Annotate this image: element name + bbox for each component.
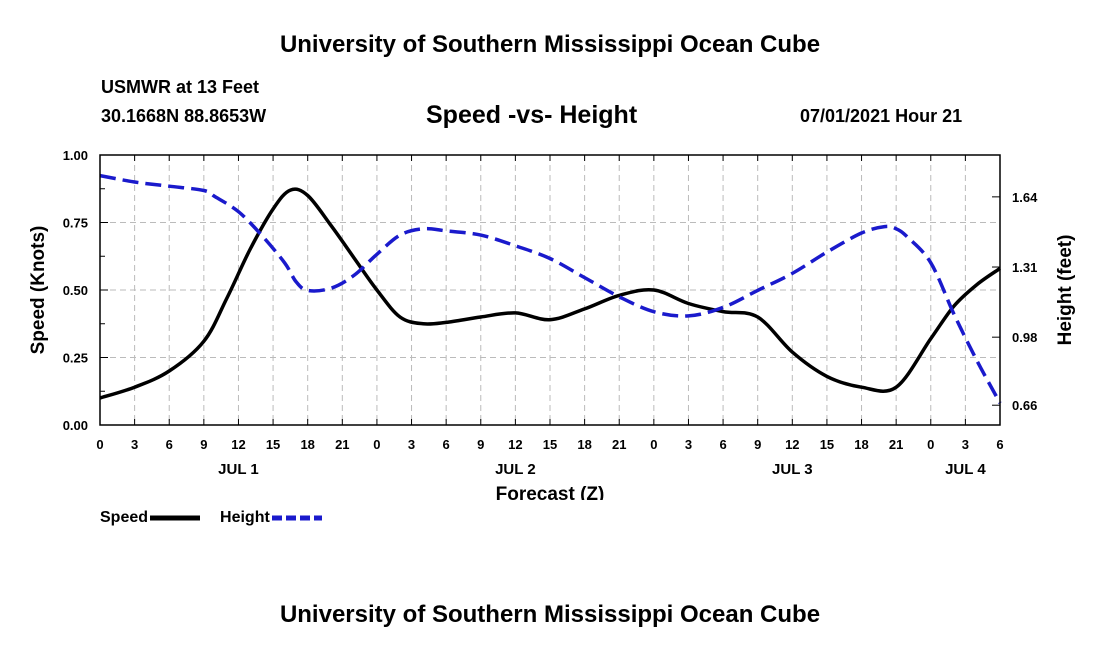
x-tick-label: 6 — [166, 437, 173, 452]
y-tick-label: 0.00 — [63, 418, 88, 433]
x-tick-label: 18 — [300, 437, 314, 452]
legend-height-swatch — [271, 515, 322, 521]
x-tick-label: 6 — [996, 437, 1003, 452]
x-tick-label: 21 — [335, 437, 349, 452]
grid-lines — [100, 155, 1000, 425]
y2-tick-label: 0.66 — [1012, 398, 1037, 413]
x-tick-label: 6 — [719, 437, 726, 452]
y2-axis-label: Height (feet) — [1055, 235, 1076, 346]
y2-tick-label: 1.31 — [1012, 260, 1037, 275]
x-tick-label: 6 — [443, 437, 450, 452]
legend: Speed Height — [100, 509, 342, 527]
speed-height-chart: 0 3 6 9 12 15 18 21 0 3 6 9 12 15 18 21 0 3 6 9 12 15 18 21 0 3 6 0… — [28, 148, 1076, 500]
y2-tick-label: 0.98 — [1012, 330, 1037, 345]
y-axis-label: Speed (Knots) — [28, 226, 49, 355]
x-tick-label: 15 — [820, 437, 834, 452]
axis-ticks: 0 3 6 9 12 15 18 21 0 3 6 9 12 15 18 21 0 3 6 9 12 15 18 21 0 3 6 0… — [63, 148, 1038, 478]
series-line-speed — [99, 187, 1002, 400]
x-tick-label: 15 — [543, 437, 557, 452]
day-label: JUL 3 — [772, 461, 813, 478]
page-title-top: University of Southern Mississippi Ocean… — [279, 31, 821, 58]
series-line-height — [99, 173, 1002, 404]
station-label: USMWR at 13 Feet — [101, 77, 260, 97]
x-tick-label: 0 — [96, 437, 103, 452]
x-axis-label: Forecast (Z) — [496, 484, 605, 500]
x-tick-label: 0 — [373, 437, 380, 452]
page-title-bottom: University of Southern Mississippi Ocean… — [279, 601, 821, 628]
station-coordinates: 30.1668N 88.8653W — [101, 106, 267, 126]
x-tick-label: 9 — [200, 437, 207, 452]
y-tick-label: 0.50 — [63, 283, 88, 298]
x-tick-label: 18 — [577, 437, 591, 452]
chart-title: Speed -vs- Height — [426, 101, 638, 129]
legend-speed-swatch — [150, 515, 201, 521]
legend-item-speed: Speed — [100, 509, 202, 527]
day-label: JUL 1 — [218, 461, 259, 478]
x-tick-label: 0 — [927, 437, 934, 452]
x-tick-label: 9 — [477, 437, 484, 452]
legend-speed-label: Speed — [100, 509, 149, 526]
y-tick-label: 0.75 — [63, 216, 88, 231]
x-tick-label: 3 — [685, 437, 692, 452]
day-label: JUL 2 — [495, 461, 536, 478]
legend-item-height: Height — [220, 509, 324, 527]
legend-height-label: Height — [220, 509, 270, 526]
x-tick-label: 9 — [754, 437, 761, 452]
x-tick-label: 3 — [131, 437, 138, 452]
x-tick-label: 3 — [962, 437, 969, 452]
x-tick-label: 3 — [408, 437, 415, 452]
y-tick-label: 1.00 — [63, 148, 88, 163]
y-tick-label: 0.25 — [63, 351, 88, 366]
x-tick-label: 21 — [889, 437, 903, 452]
x-tick-label: 18 — [854, 437, 868, 452]
y2-tick-label: 1.64 — [1012, 190, 1038, 205]
x-tick-label: 15 — [266, 437, 280, 452]
x-tick-label: 0 — [650, 437, 657, 452]
forecast-timestamp: 07/01/2021 Hour 21 — [800, 106, 963, 126]
x-tick-label: 12 — [785, 437, 799, 452]
series-layer — [99, 173, 1002, 404]
day-label: JUL 4 — [945, 461, 986, 478]
x-tick-label: 21 — [612, 437, 626, 452]
x-tick-label: 12 — [508, 437, 522, 452]
x-tick-label: 12 — [231, 437, 245, 452]
